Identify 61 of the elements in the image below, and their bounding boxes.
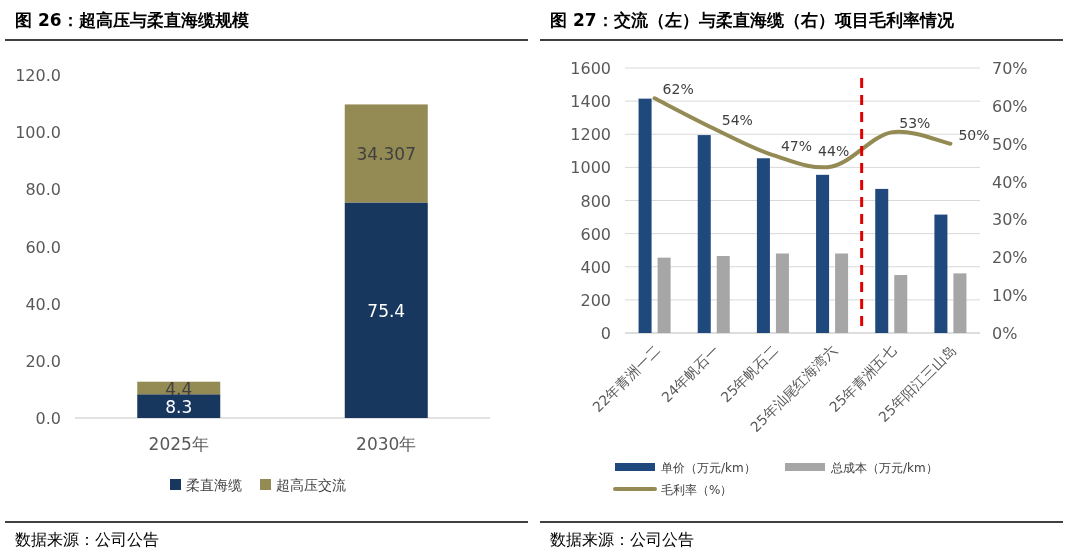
y-tick-label: 800: [580, 191, 611, 211]
y-tick-label: 400: [580, 257, 611, 277]
y-tick-label: 60.0: [25, 237, 61, 257]
data-label: 75.4: [367, 301, 406, 322]
bar: [697, 135, 711, 333]
data-label: 44%: [818, 143, 850, 160]
bar: [657, 257, 671, 333]
y2-tick-label: 70%: [992, 59, 1028, 78]
y2-tick-label: 60%: [992, 96, 1028, 116]
y2-tick-label: 10%: [992, 286, 1028, 306]
y-tick-label: 40.0: [25, 294, 61, 314]
data-label: 54%: [721, 111, 753, 128]
source-note: 数据来源：公司公告: [550, 530, 694, 549]
bar: [953, 273, 967, 333]
bar: [344, 202, 428, 418]
data-label: 4.4: [165, 378, 193, 399]
y-tick-label: 1400: [570, 92, 611, 112]
data-label: 62%: [662, 81, 694, 98]
data-label: 50%: [958, 126, 990, 143]
source-note: 数据来源：公司公告: [15, 530, 159, 549]
bar: [816, 174, 830, 333]
legend-label: 总成本（万元/km）: [830, 461, 938, 475]
bar: [137, 394, 221, 418]
y2-tick-label: 0%: [992, 324, 1018, 343]
y-tick-label: 0: [600, 324, 611, 343]
y-tick-label: 20.0: [25, 351, 61, 371]
y-tick-label: 600: [580, 224, 611, 244]
y-tick-label: 100.0: [15, 123, 61, 143]
y-tick-label: 200: [580, 290, 611, 310]
y-tick-label: 120.0: [15, 66, 61, 85]
y-tick-label: 80.0: [25, 180, 61, 200]
data-label: 53%: [899, 115, 931, 132]
data-label: 34.307: [356, 144, 416, 165]
bar: [775, 253, 789, 333]
line-series: [652, 96, 953, 170]
x-tick-label: 2030年: [356, 434, 417, 454]
y2-tick-label: 30%: [992, 210, 1028, 230]
y-tick-label: 1200: [570, 125, 611, 145]
bar: [756, 158, 770, 333]
bar: [716, 255, 730, 333]
bar: [894, 275, 908, 333]
y-tick-label: 1000: [570, 158, 611, 178]
legend-label: 单价（万元/km）: [661, 461, 756, 475]
bar: [875, 188, 889, 333]
legend-label: 超高压交流: [276, 477, 346, 493]
bar: [835, 253, 849, 333]
y2-tick-label: 40%: [992, 172, 1028, 192]
bar: [934, 214, 948, 333]
bar: [638, 98, 652, 333]
bar: [344, 104, 428, 203]
legend-label: 毛利率（%）: [661, 483, 733, 497]
y2-tick-label: 20%: [992, 248, 1028, 268]
y-tick-label: 1600: [570, 59, 611, 78]
chart-title: 图 26：超高压与柔直海缆规模: [15, 10, 249, 30]
data-label: 8.3: [165, 397, 193, 418]
y2-tick-label: 50%: [992, 134, 1028, 154]
x-tick-label: 2025年: [148, 434, 209, 454]
data-label: 47%: [780, 138, 813, 155]
chart-title: 图 27：交流（左）与柔直海缆（右）项目毛利率情况: [550, 10, 955, 30]
y-tick-label: 0.0: [35, 409, 61, 428]
legend-label: 柔直海缆: [186, 477, 242, 493]
